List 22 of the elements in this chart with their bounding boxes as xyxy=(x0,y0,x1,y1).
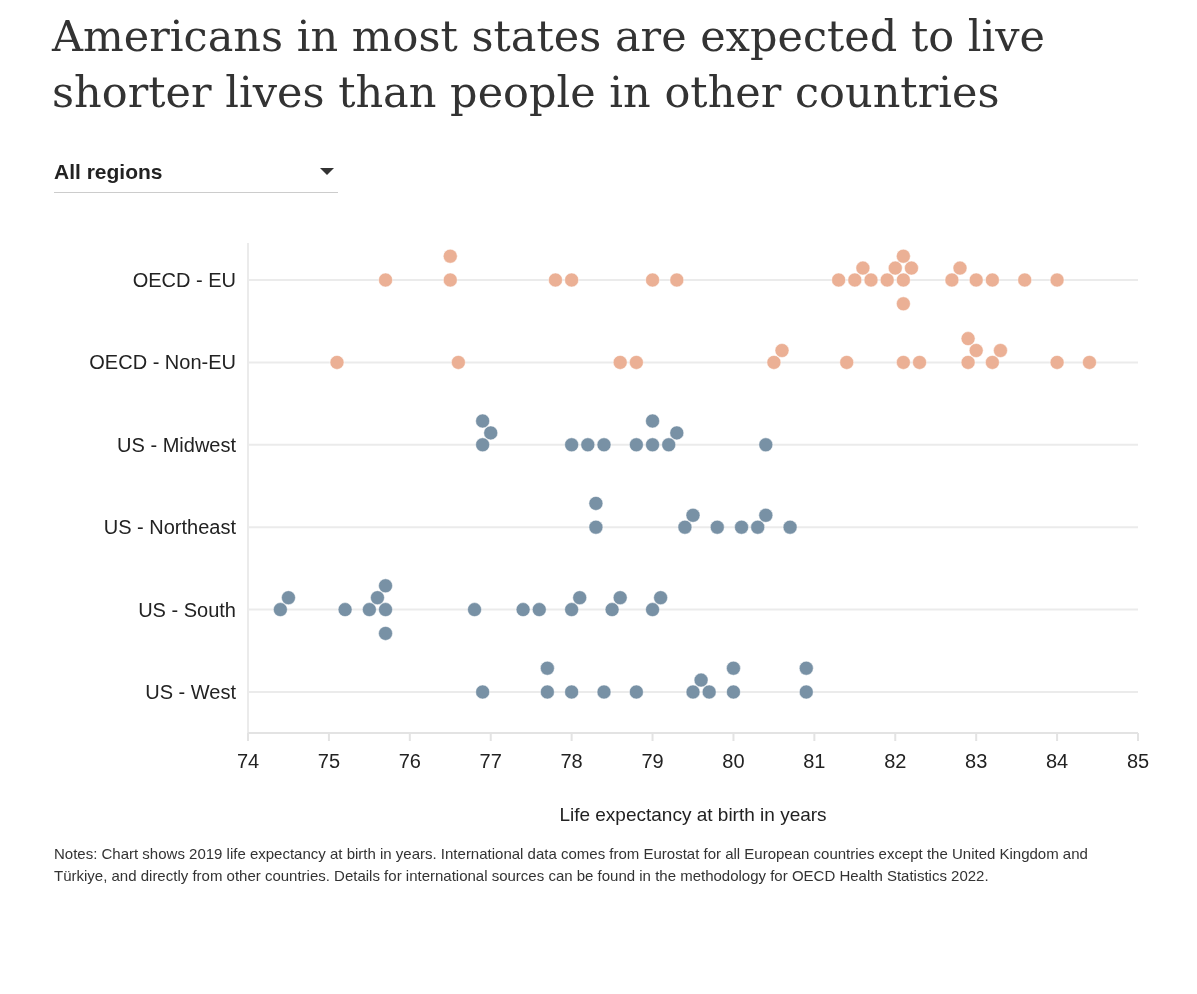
y-tick-label: OECD - EU xyxy=(132,269,236,291)
text: Notes: Chart shows 2019 life expectancy at birth in years. International data comes from Eurostat for all European countries except the United Kingdom and Türkiye, and directly from other countries. Details for international sources can be found in the methodology for OECD Health Statistics 2022. xyxy=(54,844,1089,886)
x-tick-label: 75 xyxy=(317,750,341,772)
x-tick-label: 77 xyxy=(479,750,502,772)
x-tick-label: 78 xyxy=(560,750,583,772)
y-tick-label: US - South xyxy=(138,598,236,621)
chart-title: Americans in most states are expected to live shorter lives than people in other countries xyxy=(52,10,1047,119)
x-tick-label: 81 xyxy=(803,750,826,772)
x-tick-label: 80 xyxy=(722,750,745,772)
x-tick-label: 79 xyxy=(641,750,664,772)
x-tick-label: 85 xyxy=(1126,750,1150,772)
x-tick-label: 83 xyxy=(965,750,988,772)
y-tick-label: US - Northeast xyxy=(103,516,237,539)
x-axis-title: Life expectancy at birth in years xyxy=(559,804,827,825)
y-tick-label: US - West xyxy=(145,681,237,703)
x-tick-label: 84 xyxy=(1045,750,1069,772)
x-tick-label: 82 xyxy=(884,750,907,772)
y-tick-label: US - Midwest xyxy=(117,433,237,456)
dropdown: All regions xyxy=(54,160,338,193)
x-tick-label: 76 xyxy=(398,750,421,772)
x-tick-label: 74 xyxy=(236,750,260,772)
y-tick-label: OECD - Non-EU xyxy=(89,351,236,374)
